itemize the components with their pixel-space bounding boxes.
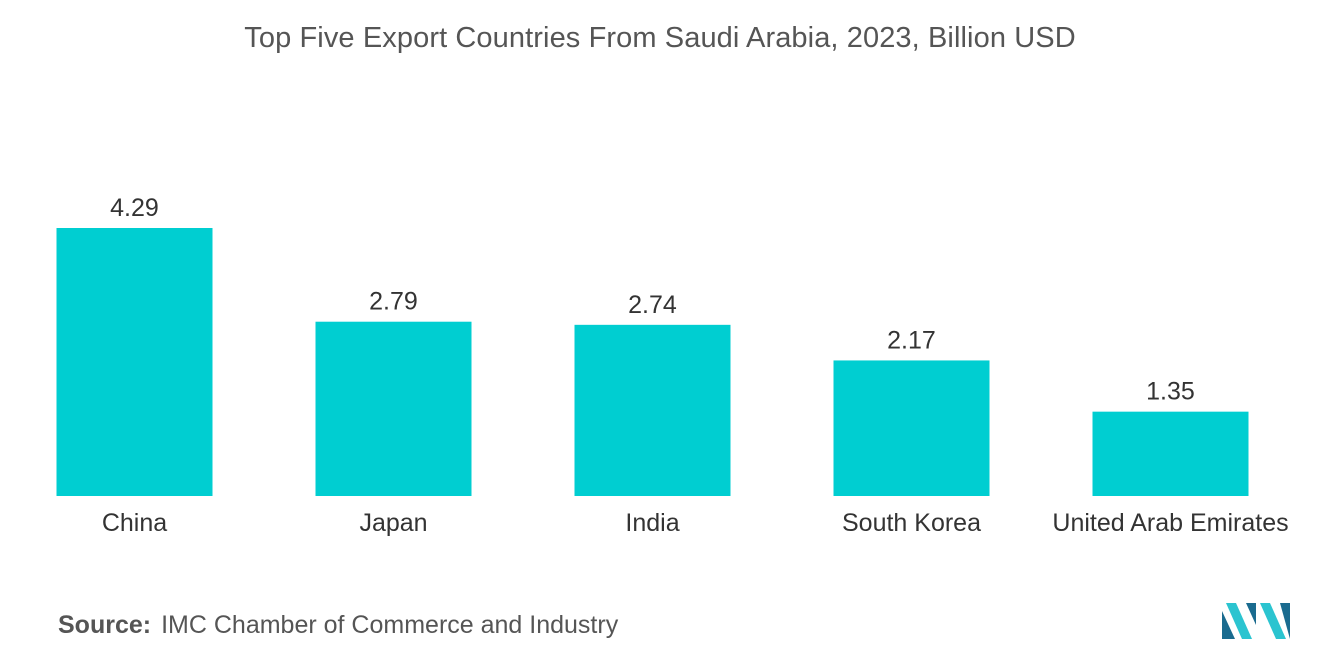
bar-china [56, 228, 213, 496]
source-note: Source: IMC Chamber of Commerce and Indus… [58, 611, 618, 640]
bar-chart: 4.29 China 2.79 Japan 2.74 India 2.17 South Kor… [56, 194, 1289, 537]
chart-title: Top Five Export Countries From Saudi Ara… [244, 22, 1076, 54]
bar-united-arab-emirates [1092, 411, 1249, 496]
category-label: Japan [359, 509, 427, 537]
bar-south-korea [833, 360, 990, 496]
source-text: IMC Chamber of Commerce and Industry [161, 611, 619, 639]
data-label: 2.17 [887, 326, 936, 354]
category-label: South Korea [842, 509, 981, 537]
category-label: India [625, 509, 679, 537]
data-label: 2.79 [369, 288, 418, 316]
bar-india [574, 324, 731, 496]
category-label: United Arab Emirates [1052, 509, 1288, 537]
bar-japan [315, 321, 472, 496]
mordor-intelligence-logo-icon [1222, 603, 1290, 639]
data-label: 4.29 [110, 194, 159, 222]
category-label: China [102, 509, 167, 537]
data-label: 1.35 [1146, 378, 1195, 406]
source-prefix: Source: [58, 611, 152, 639]
data-label: 2.74 [628, 291, 677, 319]
